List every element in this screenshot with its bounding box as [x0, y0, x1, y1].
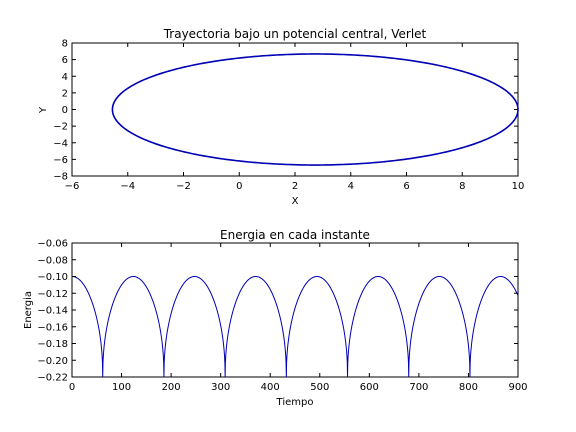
energy-y-tick-label: −0.12 — [37, 289, 68, 300]
orbit-plot-area — [71, 42, 519, 177]
energy-y-tick-label: −0.20 — [37, 356, 68, 367]
energy-y-tick-label: −0.10 — [37, 272, 68, 283]
orbit-x-tick-label: 2 — [292, 181, 298, 192]
orbit-chart-title: Trayectoria bajo un potencial central, V… — [163, 27, 427, 41]
energy-y-tick-label: −0.06 — [37, 239, 68, 250]
energy-y-axis-label: Energia — [23, 291, 34, 329]
orbit-y-axis: −8 −6 −4 −2 0 2 4 6 8 — [53, 39, 518, 183]
orbit-x-tick-label: 10 — [512, 181, 525, 192]
energy-plot-area — [71, 242, 519, 378]
energy-x-axis: 0 100 200 300 400 500 600 700 800 900 — [69, 243, 528, 393]
orbit-trajectory-line — [111, 53, 519, 166]
energy-x-tick-label: 900 — [508, 382, 527, 393]
orbit-x-axis-label: X — [292, 196, 299, 207]
energy-x-tick-label: 600 — [360, 382, 379, 393]
orbit-x-tick-label: 6 — [403, 181, 409, 192]
orbit-y-tick-label: −8 — [53, 172, 68, 183]
orbit-y-tick-label: −4 — [53, 138, 68, 149]
orbit-y-tick-label: 6 — [62, 55, 68, 66]
energy-chart: Energia en cada instante 0 100 200 300 400 50… — [23, 228, 528, 408]
energy-y-tick-label: −0.08 — [37, 255, 68, 266]
energy-x-tick-label: 200 — [162, 382, 181, 393]
orbit-y-tick-label: 8 — [62, 39, 68, 50]
orbit-x-tick-label: 0 — [236, 181, 242, 192]
orbit-y-tick-label: 0 — [62, 105, 68, 116]
energy-y-tick-label: −0.22 — [37, 373, 68, 384]
energy-x-tick-label: 400 — [261, 382, 280, 393]
orbit-x-tick-label: −2 — [176, 181, 191, 192]
energy-y-tick-label: −0.14 — [37, 306, 68, 317]
orbit-x-tick-label: 4 — [348, 181, 354, 192]
orbit-y-axis-label: Y — [38, 106, 49, 114]
energy-x-axis-label: Tiempo — [276, 397, 314, 408]
energy-y-tick-label: −0.16 — [37, 322, 68, 333]
energy-series-group — [72, 276, 519, 378]
energy-x-tick-label: 800 — [459, 382, 478, 393]
orbit-y-tick-label: −2 — [53, 122, 68, 133]
orbit-y-tick-label: 4 — [62, 72, 68, 83]
energy-y-axis: −0.22 −0.20 −0.18 −0.16 −0.14 −0.12 −0.10 −0.08… — [37, 239, 518, 384]
energy-x-tick-label: 500 — [310, 382, 329, 393]
orbit-y-tick-label: −6 — [53, 155, 68, 166]
orbit-series-group — [111, 53, 519, 166]
energy-energy-line — [72, 276, 519, 378]
orbit-x-tick-label: −4 — [120, 181, 135, 192]
energy-x-tick-label: 700 — [409, 382, 428, 393]
orbit-x-tick-label: −6 — [65, 181, 80, 192]
energy-x-tick-label: 100 — [112, 382, 131, 393]
orbit-chart: Trayectoria bajo un potencial central, V… — [38, 27, 524, 207]
orbit-y-tick-label: 2 — [62, 88, 68, 99]
energy-chart-title: Energia en cada instante — [220, 228, 370, 242]
energy-y-tick-label: −0.18 — [37, 339, 68, 350]
orbit-x-tick-label: 8 — [459, 181, 465, 192]
orbit-x-axis: −6 −4 −2 0 2 4 6 8 10 — [65, 43, 525, 192]
energy-x-tick-label: 300 — [211, 382, 230, 393]
energy-x-tick-label: 0 — [69, 382, 75, 393]
